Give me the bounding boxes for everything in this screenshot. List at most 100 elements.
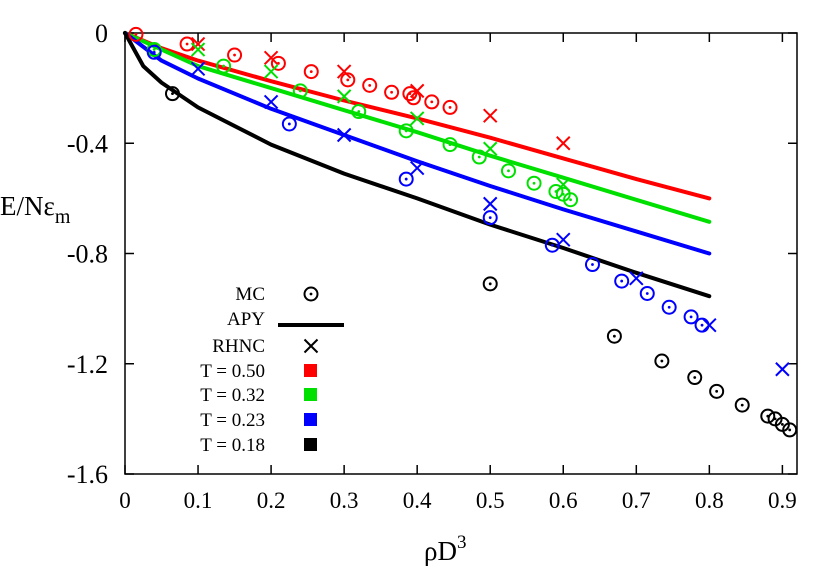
mc-marker [292, 83, 308, 99]
legend-label: T = 0.50 [200, 361, 265, 382]
mc-marker-dot [448, 106, 452, 109]
y-axis-title: E/Nεm [0, 191, 71, 228]
legend-label: T = 0.18 [200, 435, 265, 456]
mc-marker-dot [298, 89, 302, 93]
mc-marker-dot [660, 359, 664, 363]
y-axis-title-main: E/Nε [0, 191, 55, 221]
mc-marker-ring [442, 99, 458, 115]
mc-marker-dot [222, 64, 226, 68]
mc-marker [216, 58, 232, 74]
mc-marker-dot [612, 334, 616, 338]
y-axis-title-subscript: m [55, 206, 71, 228]
mc-marker-dot [233, 53, 236, 57]
mc-marker-ring [683, 309, 699, 325]
mc-marker-dot [773, 417, 777, 421]
x-tick-label: 0.8 [695, 488, 724, 513]
rhnc-marker [629, 271, 644, 286]
mc-marker-ring [526, 175, 542, 191]
mc-marker-dot [620, 279, 624, 283]
mc-marker [128, 26, 144, 42]
mc-marker-dot [390, 90, 394, 94]
mc-marker-dot [740, 403, 744, 407]
rhnc-marker [409, 83, 425, 99]
legend-swatch [304, 438, 317, 451]
mc-marker-ring [128, 26, 144, 42]
mc-marker [471, 149, 487, 165]
mc-marker-ring [292, 83, 308, 99]
rhnc-marker [263, 64, 279, 79]
apy-curve [123, 31, 712, 201]
y-tick-label: -0.4 [67, 129, 108, 158]
mc-marker [760, 408, 776, 424]
mc-marker-dot [569, 198, 572, 202]
mc-marker-dot [346, 78, 350, 82]
mc-marker [694, 317, 710, 333]
mc-marker-dot [430, 100, 434, 104]
mc-marker-dot [357, 110, 361, 113]
mc-marker [709, 383, 725, 399]
mc-marker [482, 276, 498, 292]
mc-marker-ring [482, 210, 498, 226]
mc-marker [683, 309, 699, 325]
mc-marker [442, 99, 458, 115]
apy-curves [123, 31, 712, 299]
y-axis-ticks: 0 -0.4 -0.8 -1.2 -1.6 [67, 19, 797, 489]
mc-marker [782, 422, 798, 438]
x-tick-label: 0.2 [257, 488, 286, 513]
legend-label: MC [235, 284, 265, 305]
apy-curve [123, 31, 712, 299]
mc-marker [398, 123, 414, 139]
mc-marker [734, 397, 750, 413]
mc-marker [687, 370, 703, 386]
rhnc-marker [190, 36, 206, 52]
mc-marker-ring [303, 286, 319, 302]
mc-marker-dot [488, 216, 492, 220]
mc-marker-ring [548, 183, 564, 199]
legend: MC APY RHNC T = 0.50 T = 0.32 T = 0.23 T = 0.1… [200, 284, 344, 456]
mc-marker [351, 104, 367, 120]
mc-marker-dot [715, 389, 719, 393]
mc-marker-dot [404, 129, 408, 133]
mc-marker-dot [412, 96, 415, 100]
mc-marker-ring [606, 328, 622, 344]
mc-marker [406, 90, 422, 106]
legend-rhnc-marker [303, 338, 319, 354]
legend-label: RHNC [212, 336, 265, 357]
mc-marker-dot [689, 315, 693, 319]
mc-marker-ring [782, 422, 798, 438]
mc-marker [281, 116, 297, 132]
x-tick-label: 0 [119, 488, 131, 513]
mc-marker [164, 86, 180, 102]
mc-marker [424, 94, 440, 110]
rhnc-marker [556, 232, 571, 247]
rhnc-marker [336, 64, 352, 79]
mc-marker-ring [384, 84, 400, 100]
mc-marker-dot [532, 181, 536, 185]
mc-marker-ring [303, 64, 319, 80]
mc-marker-dot [561, 192, 565, 196]
mc-marker-dot [667, 305, 671, 309]
legend-swatch [304, 413, 317, 426]
x-tick-label: 0.9 [768, 488, 797, 513]
rhnc-marker [409, 160, 425, 176]
mc-marker-dot [591, 263, 594, 266]
mc-marker-ring [471, 149, 487, 165]
mc-marker-ring [227, 47, 243, 63]
mc-marker-ring [661, 299, 677, 315]
rhnc-marker [263, 94, 279, 110]
mc-marker-ring [584, 257, 600, 273]
x-tick-label: 0.7 [622, 488, 651, 513]
mc-marker-dot [404, 177, 408, 181]
mc-marker-ring [760, 408, 776, 424]
mc-marker-ring [270, 55, 286, 71]
mc-marker-dot [185, 42, 189, 46]
mc-marker-ring [709, 383, 725, 399]
mc-marker [482, 210, 498, 226]
mc-marker-ring [402, 86, 418, 102]
apy-curve [123, 31, 712, 256]
y-tick-label: 0 [95, 19, 108, 48]
mc-marker [362, 77, 378, 93]
mc-marker-dot [700, 323, 704, 327]
mc-marker-dot [645, 292, 649, 295]
